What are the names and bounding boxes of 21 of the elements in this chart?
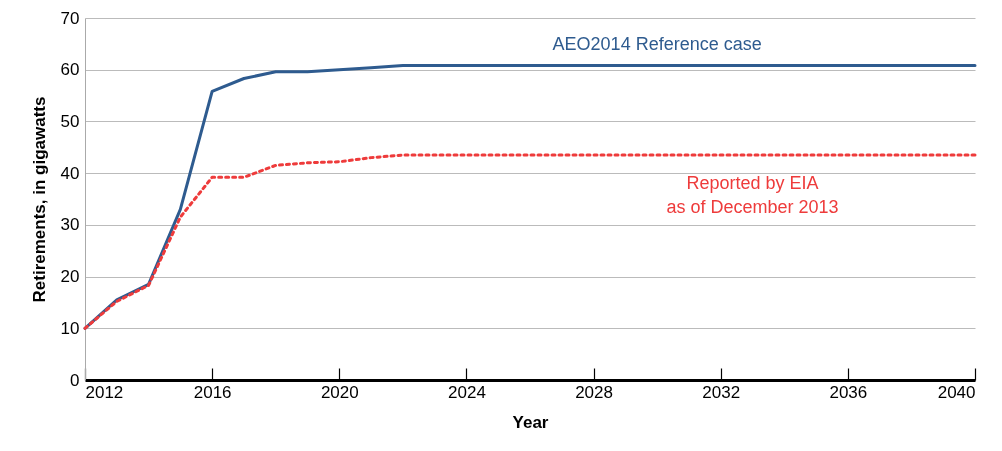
series-label: Reported by EIA as of December 2013	[666, 173, 839, 218]
y-tick-label: 70	[60, 8, 80, 28]
y-tick-label: 30	[60, 215, 80, 235]
x-tick-label: 2028	[575, 382, 613, 402]
x-tick-label: 2016	[193, 382, 232, 402]
x-tick-label: 2024	[448, 382, 486, 402]
x-tick-label: 2036	[829, 382, 868, 402]
x-tick-label: 2012	[85, 382, 124, 402]
x-tick-label: 2020	[320, 382, 359, 402]
y-tick-label: 10	[60, 318, 80, 338]
y-tick-label: 20	[60, 267, 80, 287]
y-tick-label: 50	[60, 111, 80, 131]
x-tick-label: 2040	[937, 382, 976, 402]
y-tick-label: 60	[60, 60, 80, 80]
y-axis-title: Retirements, in gigawatts	[29, 96, 49, 303]
x-tick-label: 2032	[702, 382, 741, 402]
y-tick-label: 0	[70, 370, 80, 390]
line-series	[83, 153, 977, 330]
y-tick-label: 40	[60, 163, 80, 183]
x-axis-title: Year	[512, 412, 549, 432]
series-label: AEO2014 Reference case	[552, 33, 762, 54]
